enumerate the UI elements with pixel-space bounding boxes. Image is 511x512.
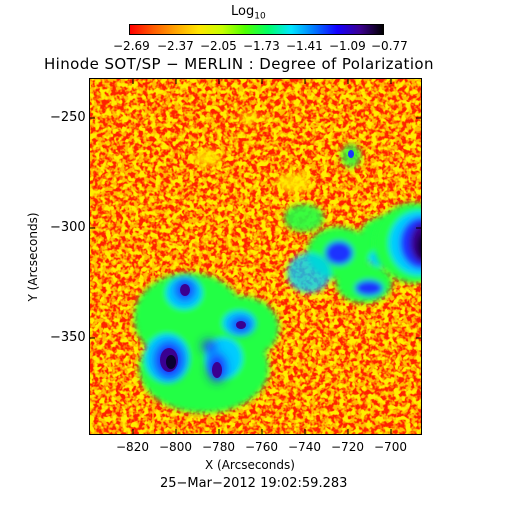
colorbar-tick-labels: −2.69 −2.37 −2.05 −1.73 −1.41 −1.09 −0.7… <box>0 39 511 55</box>
axis-ticks <box>89 78 422 435</box>
x-tick-label: −720 <box>331 440 364 454</box>
y-tick-label: −300 <box>50 220 86 235</box>
colorbar-tick-label: −2.37 <box>157 39 194 53</box>
x-tick-label: −700 <box>374 440 407 454</box>
colorbar-tick-label: −0.77 <box>371 39 408 53</box>
plot-frame <box>89 78 422 435</box>
y-tick-label: −350 <box>50 330 86 345</box>
x-tick-label: −800 <box>159 440 192 454</box>
x-tick-label: −760 <box>245 440 278 454</box>
map-upper-patches <box>193 112 361 232</box>
x-axis-ticks <box>132 78 392 435</box>
y-axis-ticks <box>89 117 422 339</box>
colorbar-tick-label: −2.69 <box>113 39 150 53</box>
colorbar <box>129 24 384 35</box>
colorbar-tick-label: −1.09 <box>329 39 366 53</box>
x-axis-label: X (Arcseconds) <box>205 458 295 472</box>
colorbar-tick-label: −2.05 <box>200 39 237 53</box>
y-axis-label: Y (Arcseconds) <box>26 212 40 302</box>
map-lower-left-dark-cores <box>160 284 246 378</box>
map-small-blue-spot <box>348 150 354 158</box>
x-tick-label: −820 <box>116 440 149 454</box>
colorbar-tick-label: −1.41 <box>286 39 323 53</box>
polarization-map <box>89 78 422 435</box>
observation-timestamp: 25−Mar−2012 19:02:59.283 <box>160 476 348 491</box>
colorbar-tick-label: −1.73 <box>243 39 280 53</box>
y-tick-label: −250 <box>50 110 86 125</box>
x-tick-label: −740 <box>288 440 321 454</box>
x-tick-label: −780 <box>202 440 235 454</box>
colorbar-title-subscript: 10 <box>254 11 266 22</box>
plot-title: Hinode SOT/SP − MERLIN : Degree of Polar… <box>44 55 434 73</box>
map-right-edge-spot <box>374 203 422 283</box>
colorbar-title: Log10 <box>231 4 266 22</box>
colorbar-title-main: Log <box>231 4 255 19</box>
